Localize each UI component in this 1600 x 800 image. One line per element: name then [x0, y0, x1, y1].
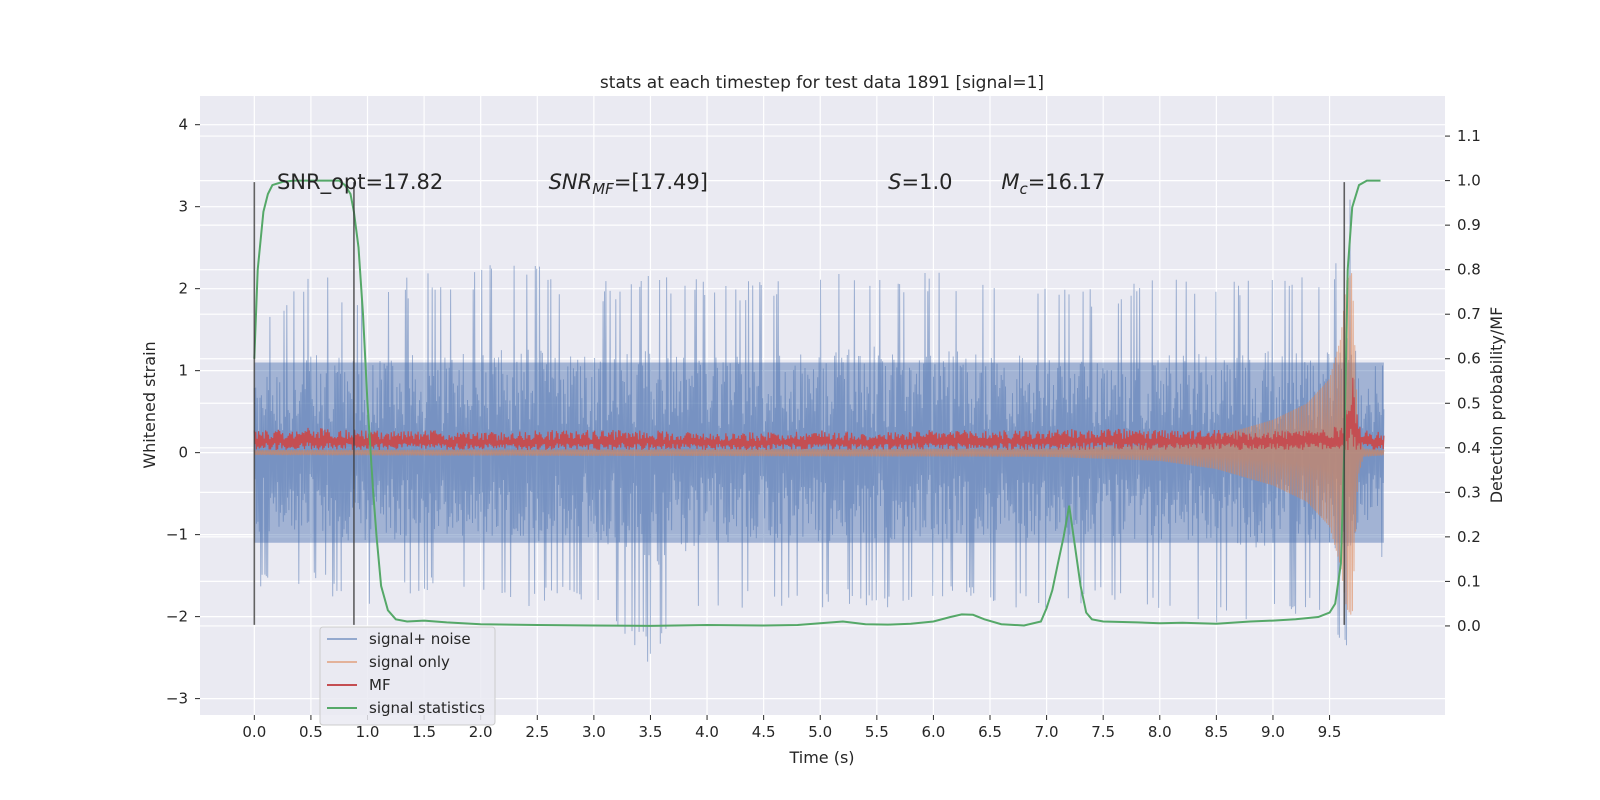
x-tick-label: 5.0 [808, 723, 832, 741]
y-axis-ticks: −3 −2 −1 0 1 2 3 4 [166, 116, 200, 708]
x-tick-label: 4.5 [752, 723, 776, 741]
x-axis-ticks: 0.0 0.5 1.0 1.5 2.0 2.5 3.0 3.5 4.0 4.5 5.0 5.5 6.0 6… [242, 715, 1341, 741]
y-tick-label: 4 [178, 116, 188, 134]
x-axis-label: Time (s) [788, 748, 854, 767]
y-tick-label: 1 [178, 362, 188, 380]
y-axis-label: Whitened strain [140, 341, 159, 468]
x-tick-label: 1.0 [356, 723, 380, 741]
y-tick-label: −2 [166, 608, 188, 626]
y2-tick-label: 0.6 [1457, 350, 1481, 368]
annotation-3: Mc=16.17 [1001, 170, 1105, 198]
legend-label-signal-noise: signal+ noise [369, 630, 471, 648]
y2-tick-label: 0.0 [1457, 617, 1481, 635]
chart-title: stats at each timestep for test data 189… [600, 73, 1044, 93]
x-tick-label: 8.0 [1148, 723, 1172, 741]
y2-tick-label: 0.2 [1457, 528, 1481, 546]
x-tick-label: 9.0 [1261, 723, 1285, 741]
annotation-2: S=1.0 [888, 170, 952, 194]
y2-tick-label: 0.1 [1457, 572, 1481, 590]
x-tick-label: 6.0 [921, 723, 945, 741]
legend-label-signal-statistics: signal statistics [369, 699, 485, 717]
y-tick-label: 3 [178, 198, 188, 216]
x-tick-label: 1.5 [412, 723, 436, 741]
x-tick-label: 5.5 [865, 723, 889, 741]
x-tick-label: 7.0 [1035, 723, 1059, 741]
y2-tick-label: 0.9 [1457, 216, 1481, 234]
x-tick-label: 3.5 [639, 723, 663, 741]
x-tick-label: 4.0 [695, 723, 719, 741]
annotation-1: SNRMF=[17.49] [549, 170, 708, 198]
x-tick-label: 2.0 [469, 723, 493, 741]
y2-tick-label: 1.0 [1457, 172, 1481, 190]
y-tick-label: −3 [166, 690, 188, 708]
series-signal-noise [253, 199, 1385, 662]
y2-tick-label: 0.5 [1457, 394, 1481, 412]
x-tick-label: 3.0 [582, 723, 606, 741]
vertical-markers [253, 182, 1346, 625]
legend-label-signal-only: signal only [369, 653, 450, 671]
series-signal-only [253, 273, 1385, 615]
y2-tick-label: 0.8 [1457, 261, 1481, 279]
x-tick-label: 8.5 [1204, 723, 1228, 741]
x-tick-label: 2.5 [525, 723, 549, 741]
y-tick-label: 2 [178, 280, 188, 298]
y2-tick-label: 1.1 [1457, 127, 1481, 145]
x-tick-label: 6.5 [978, 723, 1002, 741]
y2-tick-label: 0.3 [1457, 483, 1481, 501]
series-mf [253, 377, 1385, 451]
annotations: SNR_opt=17.82 SNRMF=[17.49] S=1.0 Mc=16.17 [277, 170, 1105, 198]
y2-tick-label: 0.4 [1457, 439, 1481, 457]
x-tick-label: 0.0 [242, 723, 266, 741]
annotation-0: SNR_opt=17.82 [277, 170, 443, 195]
legend-box [319, 626, 496, 726]
y2-tick-label: 0.7 [1457, 305, 1481, 323]
x-tick-label: 7.5 [1091, 723, 1115, 741]
legend: signal+ noise signal only MF signal stat… [319, 626, 496, 726]
y-tick-label: 0 [178, 444, 188, 462]
x-tick-label: 0.5 [299, 723, 323, 741]
y2-axis-ticks: 0.0 0.1 0.2 0.3 0.4 0.5 0.6 0.7 0.8 0.9 1.0 1.1 [1445, 127, 1481, 635]
x-tick-label: 9.5 [1318, 723, 1342, 741]
y-tick-label: −1 [166, 526, 188, 544]
legend-label-mf: MF [369, 676, 391, 694]
y2-axis-label: Detection probability/MF [1487, 307, 1506, 504]
